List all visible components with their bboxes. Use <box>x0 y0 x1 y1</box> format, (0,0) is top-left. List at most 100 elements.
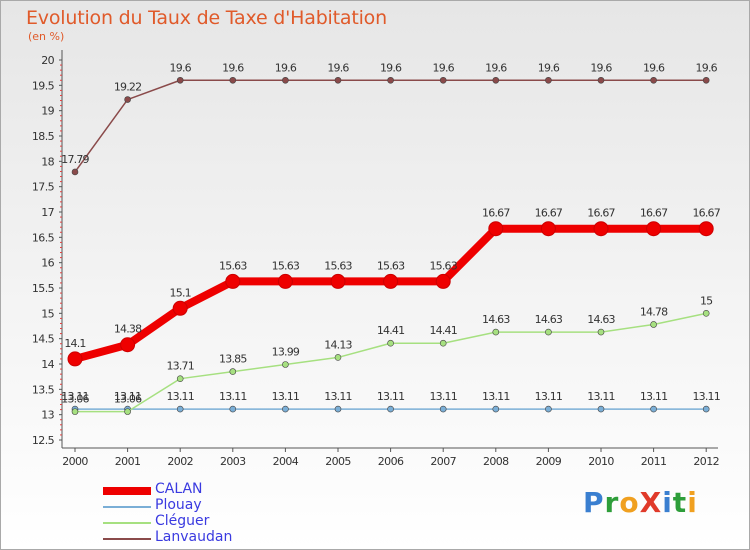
data-point-plouay <box>492 405 500 413</box>
data-point-calan <box>435 273 451 289</box>
unit-label: (en %) <box>28 30 65 43</box>
data-label-lanvaudan: 19.6 <box>170 61 192 74</box>
data-label-plouay: 13.11 <box>587 390 615 403</box>
data-label-plouay: 13.11 <box>692 390 720 403</box>
data-label-calan: 16.67 <box>587 207 615 220</box>
y-tick-label: 14 <box>41 358 54 371</box>
data-label-calan: 14.38 <box>114 323 142 336</box>
data-point-plouay <box>387 405 394 413</box>
data-point-plouay <box>229 405 237 413</box>
y-tick-label: 18 <box>41 155 54 168</box>
data-label-lanvaudan: 19.6 <box>433 61 455 74</box>
x-tick-label: 2003 <box>220 455 246 468</box>
data-point-lanvaudan <box>176 76 184 84</box>
data-label-cleguer: 13.71 <box>166 360 194 373</box>
data-point-plouay <box>176 405 184 413</box>
data-label-plouay: 13.11 <box>272 390 300 403</box>
logo-letter: t <box>672 486 688 519</box>
data-label-plouay: 13.11 <box>640 390 668 403</box>
x-tick-label: 2006 <box>378 455 404 468</box>
y-tick-label: 19.5 <box>32 79 55 92</box>
logo-letter: o <box>619 486 640 519</box>
data-label-plouay: 13.11 <box>535 390 563 403</box>
data-label-lanvaudan: 19.6 <box>643 61 665 74</box>
data-label-cleguer: 14.41 <box>429 324 457 337</box>
data-point-plouay <box>702 405 710 413</box>
y-tick-label: 15.5 <box>32 282 55 295</box>
y-tick-label: 13 <box>41 409 54 422</box>
data-point-cleguer <box>387 339 394 347</box>
logo-letter: r <box>604 486 620 519</box>
data-point-calan <box>646 221 662 237</box>
data-point-cleguer <box>229 368 237 375</box>
data-label-plouay: 13.11 <box>219 390 247 403</box>
y-tick-label: 20 <box>41 54 54 67</box>
data-point-lanvaudan <box>597 76 605 84</box>
data-label-lanvaudan: 19.6 <box>590 61 612 74</box>
data-point-cleguer <box>124 408 131 415</box>
data-label-cleguer: 14.41 <box>377 324 405 337</box>
data-point-lanvaudan <box>71 168 79 176</box>
x-tick-label: 2009 <box>536 455 562 468</box>
data-label-plouay: 13.11 <box>429 390 457 403</box>
x-tick-label: 2007 <box>430 455 456 468</box>
data-label-lanvaudan: 19.22 <box>114 81 142 94</box>
data-point-cleguer <box>439 339 447 347</box>
data-point-cleguer <box>650 321 657 328</box>
data-label-cleguer: 14.13 <box>324 338 352 351</box>
data-point-lanvaudan <box>387 76 394 84</box>
data-point-cleguer <box>492 328 500 336</box>
data-point-calan <box>67 351 83 367</box>
data-label-calan: 16.67 <box>640 207 668 220</box>
data-label-lanvaudan: 17.79 <box>61 153 89 166</box>
data-point-plouay <box>545 405 552 413</box>
x-tick-label: 2002 <box>167 455 193 468</box>
data-label-lanvaudan: 19.6 <box>380 61 402 74</box>
data-label-cleguer: 14.78 <box>640 305 668 318</box>
data-label-lanvaudan: 19.6 <box>538 61 560 74</box>
data-label-plouay: 13.11 <box>61 390 89 403</box>
data-point-plouay <box>597 405 605 413</box>
legend-swatch <box>103 522 151 524</box>
data-point-plouay <box>439 405 447 413</box>
data-point-cleguer <box>176 375 184 382</box>
data-point-cleguer <box>334 354 342 361</box>
logo-letter: i <box>662 486 673 519</box>
data-label-calan: 15.63 <box>324 259 352 272</box>
data-point-cleguer <box>71 408 79 415</box>
data-point-calan <box>383 273 399 289</box>
data-label-calan: 16.67 <box>482 207 510 220</box>
y-tick-label: 18.5 <box>32 130 55 143</box>
chart-title: Evolution du Taux de Taxe d'Habitation <box>26 7 387 29</box>
data-label-cleguer: 15 <box>700 294 713 307</box>
data-label-calan: 15.63 <box>272 259 300 272</box>
y-tick-label: 13.5 <box>32 383 55 396</box>
data-point-lanvaudan <box>124 96 131 103</box>
data-label-lanvaudan: 19.6 <box>696 61 718 74</box>
data-point-calan <box>488 221 504 237</box>
data-label-cleguer: 13.99 <box>272 346 300 359</box>
legend-swatch <box>103 538 151 540</box>
data-label-calan: 15.63 <box>429 259 457 272</box>
data-label-calan: 16.67 <box>692 207 720 220</box>
logo-letter: i <box>687 486 698 519</box>
data-point-cleguer <box>545 328 552 336</box>
legend-label: Plouay <box>155 497 202 513</box>
data-point-cleguer <box>597 328 605 336</box>
data-label-cleguer: 13.85 <box>219 353 247 366</box>
data-label-lanvaudan: 19.6 <box>327 61 349 74</box>
data-point-lanvaudan <box>282 76 289 84</box>
logo-letter: X <box>639 486 663 519</box>
data-label-cleguer: 13.06 <box>114 393 142 406</box>
data-point-calan <box>120 337 136 353</box>
data-point-calan <box>172 300 188 316</box>
data-point-plouay <box>650 405 657 413</box>
data-point-calan <box>277 273 293 289</box>
data-label-calan: 14.1 <box>64 337 85 350</box>
legend-label: CALAN <box>155 481 203 497</box>
x-tick-label: 2000 <box>62 455 88 468</box>
data-point-calan <box>540 221 556 237</box>
data-point-plouay <box>334 405 342 413</box>
